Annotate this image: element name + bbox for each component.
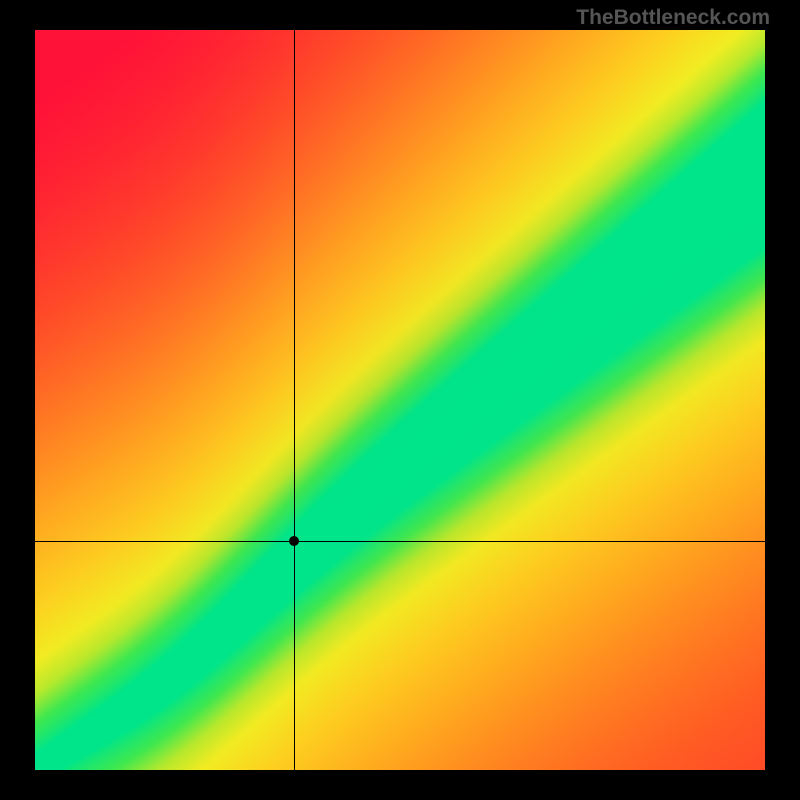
heatmap-canvas (35, 30, 765, 770)
watermark-text: TheBottleneck.com (576, 6, 770, 30)
marker-dot (289, 536, 299, 546)
crosshair-horizontal (35, 541, 765, 542)
crosshair-vertical (294, 30, 295, 770)
heatmap-plot (35, 30, 765, 770)
